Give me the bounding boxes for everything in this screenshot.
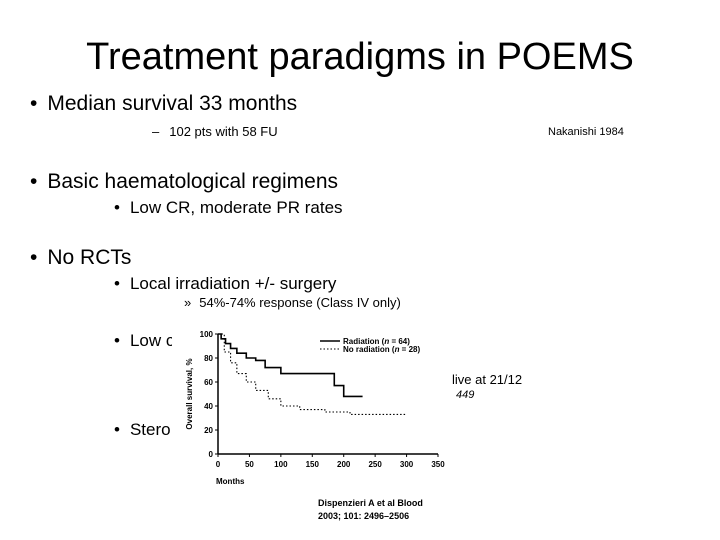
series-line-radiation: [218, 333, 363, 398]
bullet-no-rcts: • No RCTs: [30, 246, 132, 269]
x-tick-label: 100: [274, 460, 288, 469]
bullet-dot-icon: •: [114, 198, 120, 217]
bullet-dot-icon: •: [114, 420, 120, 439]
x-tick-label: 200: [337, 460, 351, 469]
legend-label: Radiation (n = 64): [343, 337, 410, 346]
text-449: 449: [456, 389, 475, 401]
x-tick-label: 50: [245, 460, 254, 469]
y-tick-label: 20: [204, 426, 213, 435]
y-axis-label: Overall survival, %: [185, 358, 194, 429]
series-line-no-radiation: [218, 333, 407, 415]
text-alive-at: live at 21/12: [452, 372, 523, 387]
bullet-dot-icon: •: [30, 246, 38, 269]
y-tick-label: 80: [204, 354, 213, 363]
x-tick-label: 300: [400, 460, 414, 469]
y-tick-label: 0: [209, 450, 214, 459]
sub-bullet-cr-pr-rates: • Low CR, moderate PR rates: [114, 198, 343, 217]
sub-bullet-pts: –102 pts with 58 FU: [152, 124, 278, 139]
bullet-dot-icon: •: [114, 274, 120, 293]
sub-sub-bullet-response: » 54%-74% response (Class IV only): [184, 295, 401, 310]
chevron-right-icon: »: [184, 295, 192, 310]
sub-bullet-local-irradiation: • Local irradiation +/- surgery: [114, 274, 337, 293]
legend-label: No radiation (n = 28): [343, 345, 420, 354]
y-tick-label: 40: [204, 402, 213, 411]
survival-chart: 0 20 40 60 80 100 0 50 100 150 200 250 300 350 Overall…: [172, 322, 452, 527]
x-tick-label: 350: [431, 460, 445, 469]
bullet-dot-icon: •: [30, 92, 38, 115]
y-tick-label: 100: [200, 330, 214, 339]
bullet-dot-icon: •: [30, 170, 38, 193]
bullet-dot-icon: •: [114, 331, 120, 350]
bullet-haematological-regimens: • Basic haematological regimens: [30, 170, 339, 193]
sub-bullet-low-c: • Low c: [114, 331, 175, 350]
survival-chart-svg: 0 20 40 60 80 100 0 50 100 150 200 250 300 350 Overall…: [185, 330, 445, 486]
dash-icon: –: [152, 124, 160, 139]
slide-title: Treatment paradigms in POEMS: [86, 36, 634, 78]
bullet-median-survival: • Median survival 33 months: [30, 92, 298, 115]
reference-nakanishi: Nakanishi 1984: [548, 126, 624, 138]
x-tick-label: 150: [306, 460, 320, 469]
x-tick-label: 250: [368, 460, 382, 469]
x-tick-label: 0: [216, 460, 221, 469]
x-axis-label: Months: [216, 477, 245, 486]
sub-bullet-stero: • Stero: [114, 420, 171, 439]
citation-line-2: 2003; 101: 2496–2506: [318, 511, 410, 521]
citation-line-1: Dispenzieri A et al Blood: [318, 498, 423, 508]
y-tick-label: 60: [204, 378, 213, 387]
